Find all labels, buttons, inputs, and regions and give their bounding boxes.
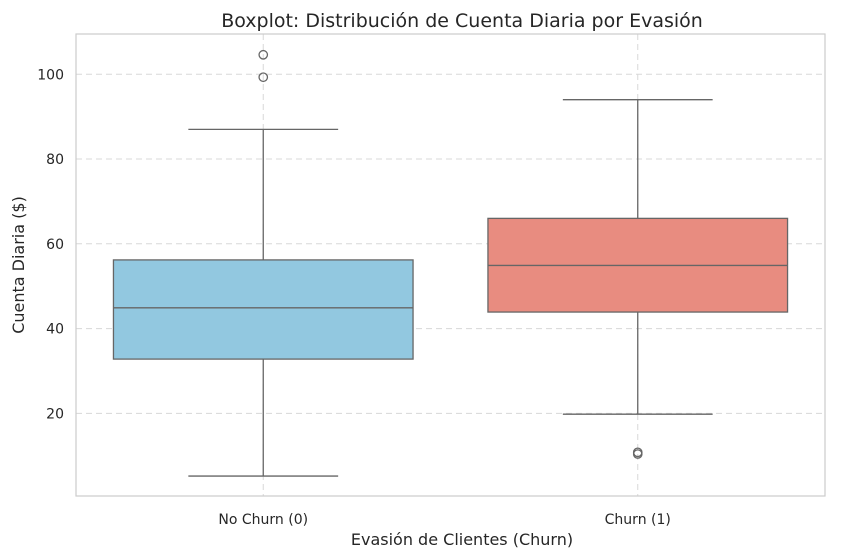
y-ticks: 20 40 60 80 100 xyxy=(37,67,64,422)
y-tick-label: 100 xyxy=(37,67,64,83)
x-ticks: No Churn (0) Churn (1) xyxy=(218,512,670,528)
y-tick-label: 40 xyxy=(46,322,64,338)
outlier-point xyxy=(258,72,269,83)
box-group xyxy=(487,99,789,459)
x-tick-label: No Churn (0) xyxy=(218,512,308,528)
outlier-point xyxy=(632,447,643,458)
x-axis-label: Evasión de Clientes (Churn) xyxy=(351,530,573,549)
y-tick-label: 60 xyxy=(46,237,64,253)
y-tick-label: 80 xyxy=(46,152,64,168)
y-axis-label: Cuenta Diaria ($) xyxy=(9,196,28,334)
y-tick-label: 20 xyxy=(46,406,64,422)
plot-frame xyxy=(75,33,826,497)
outlier-point xyxy=(258,49,269,60)
box-group xyxy=(112,49,414,477)
chart-title: Boxplot: Distribución de Cuenta Diaria p… xyxy=(221,10,703,32)
box-iqr xyxy=(112,259,414,360)
boxes xyxy=(112,49,789,477)
x-tick-label: Churn (1) xyxy=(605,512,671,528)
